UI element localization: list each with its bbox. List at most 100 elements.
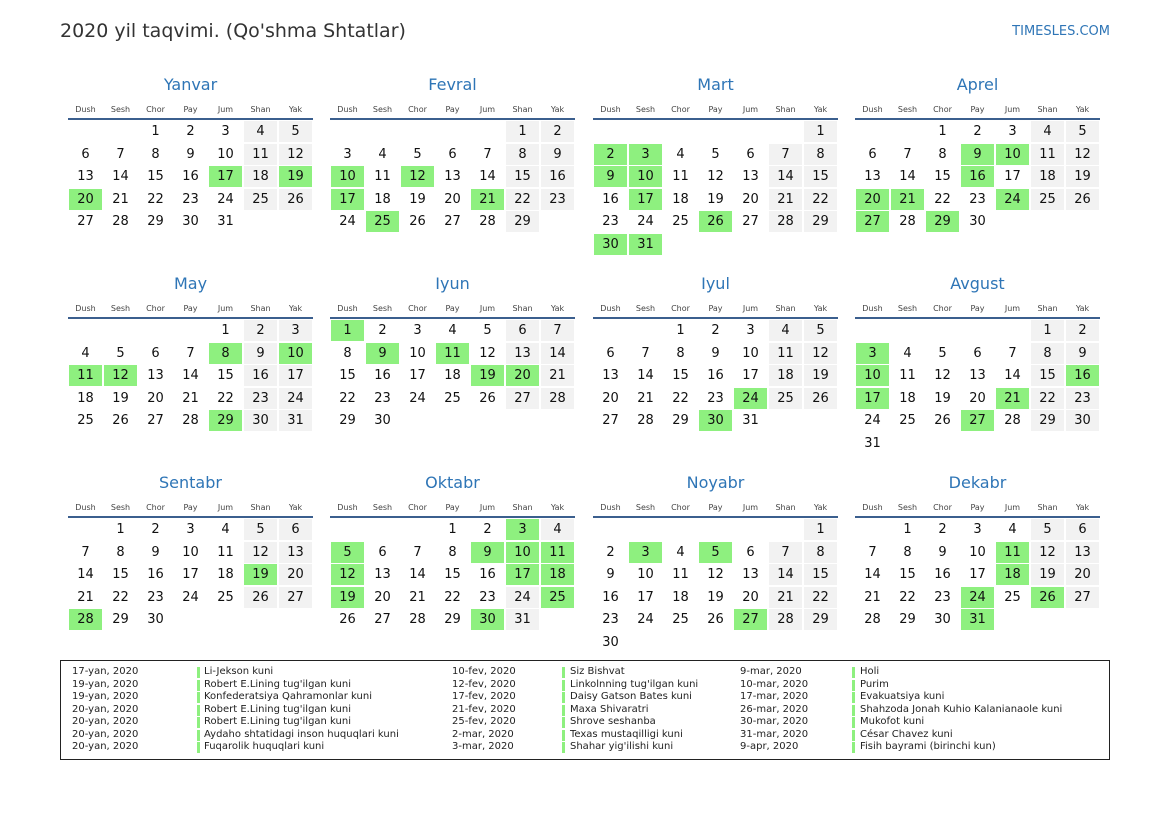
day-cell: 12 [401,166,434,187]
day-cell: 24 [339,214,356,229]
day-cell: 20 [602,390,619,406]
day-cell: 7 [903,146,912,162]
holiday-date: 17-mar, 2020 [740,691,809,702]
day-cell: 12 [804,342,837,364]
day-cell: 19 [112,390,129,406]
weekday-header: Jum [479,105,496,114]
day-cell: 18 [541,564,574,585]
day-cell: 10 [279,342,312,364]
day-cell: 11 [217,544,234,560]
weekday-header: Jum [1004,503,1021,512]
day-cell: 13 [602,368,619,383]
day-cell: 13 [279,541,312,563]
day-cell: 30 [244,410,277,431]
day-cell: 8 [151,146,160,162]
day-cell: 10 [506,541,539,563]
day-cell: 7 [769,143,802,165]
day-cell: 20 [444,191,461,207]
day-cell: 22 [1031,387,1064,409]
day-cell: 3 [186,522,195,537]
month-rule [593,317,838,319]
holiday-name: César Chavez kuni [860,728,953,740]
day-cell: 27 [506,387,539,409]
day-cell: 19 [279,166,312,187]
day-cell: 24 [637,214,654,229]
day-cell: 19 [1031,564,1064,585]
day-cell: 14 [864,567,881,582]
day-cell: 4 [676,146,685,162]
holiday-marker [197,717,200,728]
day-cell: 30 [471,609,504,630]
day-cell: 6 [448,146,457,162]
weekday-header: Shan [1037,503,1058,512]
day-cell: 26 [699,211,732,232]
holiday-date: 19-yan, 2020 [72,691,139,702]
day-cell: 30 [374,413,391,428]
holiday-marker [562,742,565,753]
weekday-header: Yak [813,503,828,512]
day-cell: 21 [409,589,426,605]
holiday-marker [852,729,855,741]
month-name: Noyabr [686,473,745,492]
day-cell: 13 [77,169,94,184]
day-cell: 8 [804,541,837,563]
weekday-header: Pay [708,503,723,512]
holiday-date: 2-mar, 2020 [452,728,514,740]
day-cell: 23 [147,589,164,605]
site-link[interactable]: TIMESLES.COM [1012,24,1110,39]
day-cell: 26 [479,390,496,406]
day-cell: 1 [331,320,364,341]
holiday-date: 19-yan, 2020 [72,678,139,690]
weekday-header: Shan [775,105,796,114]
day-cell: 4 [1008,522,1017,537]
day-cell: 11 [996,541,1029,563]
day-cell: 18 [996,564,1029,585]
day-cell: 8 [903,544,912,560]
day-cell: 2 [1066,320,1099,341]
day-cell: 25 [244,188,277,210]
day-cell: 16 [602,589,619,605]
month-rule [330,317,575,319]
day-cell: 9 [541,143,574,165]
day-cell: 15 [506,166,539,187]
holiday-date: 30-mar, 2020 [740,716,809,727]
day-cell: 22 [804,586,837,608]
day-cell: 28 [899,214,916,229]
weekday-header: Yak [1075,304,1090,313]
day-cell: 31 [217,214,234,229]
day-cell: 28 [479,214,496,229]
holiday-name: Li-Jekson kuni [204,666,274,677]
day-cell: 16 [374,368,391,383]
day-cell: 13 [969,368,986,383]
month-rule [593,516,838,518]
day-cell: 22 [506,188,539,210]
day-cell: 2 [186,124,195,139]
month-rule [330,516,575,518]
day-cell: 7 [1008,345,1017,361]
day-cell: 6 [506,320,539,341]
day-cell: 21 [112,191,129,207]
weekday-header: Sesh [110,503,131,512]
day-cell: 8 [804,143,837,165]
day-cell: 18 [672,589,689,605]
day-cell: 11 [374,169,391,184]
day-cell: 15 [1031,365,1064,386]
weekday-header: Shan [775,304,796,313]
day-cell: 2 [151,522,160,537]
day-cell: 18 [899,390,916,406]
day-cell: 14 [409,567,426,582]
day-cell: 10 [856,365,889,386]
day-cell: 4 [676,544,685,560]
day-cell: 9 [151,544,160,560]
day-cell: 25 [672,214,689,229]
day-cell: 21 [891,188,924,210]
day-cell: 28 [769,609,802,630]
day-cell: 26 [1031,586,1064,608]
day-cell: 31 [279,410,312,431]
day-cell: 21 [182,390,199,406]
day-cell: 28 [769,211,802,232]
day-cell: 4 [378,146,387,162]
day-cell: 20 [1066,564,1099,585]
weekday-header: Dush [75,304,96,313]
